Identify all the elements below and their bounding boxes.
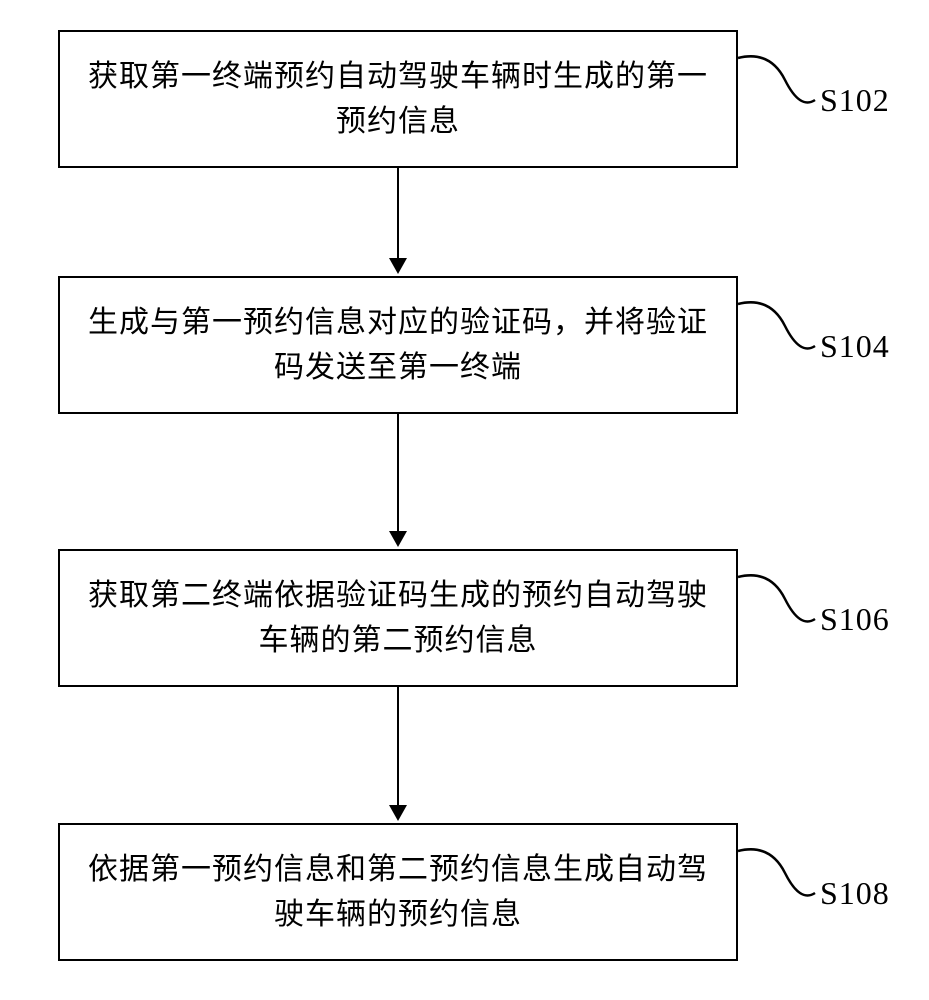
- flowchart-canvas: 获取第一终端预约自动驾驶车辆时生成的第一预约信息 S102 生成与第一预约信息对…: [0, 0, 929, 1000]
- connector-s108: [0, 0, 929, 1000]
- step-label-s108: S108: [820, 875, 890, 912]
